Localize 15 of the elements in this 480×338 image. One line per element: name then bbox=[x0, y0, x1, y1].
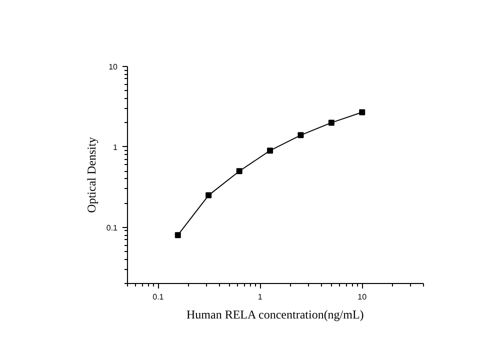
point bbox=[298, 132, 304, 138]
point bbox=[236, 168, 242, 174]
point bbox=[359, 109, 366, 116]
x-tick-label: 10 bbox=[358, 292, 368, 302]
y-axis-title: Optical Density bbox=[84, 137, 98, 213]
x-tick-label: 1 bbox=[258, 292, 263, 302]
y-tick-label: 10 bbox=[108, 62, 118, 72]
point bbox=[267, 148, 274, 154]
point bbox=[328, 120, 334, 126]
point bbox=[174, 232, 181, 238]
point bbox=[206, 192, 212, 198]
x-axis-title: Human RELA concentration(ng/mL) bbox=[186, 308, 364, 322]
y-tick-label: 1 bbox=[113, 142, 118, 152]
x-tick-label: 0.1 bbox=[152, 292, 164, 302]
y-tick-label: 0.1 bbox=[106, 223, 118, 232]
